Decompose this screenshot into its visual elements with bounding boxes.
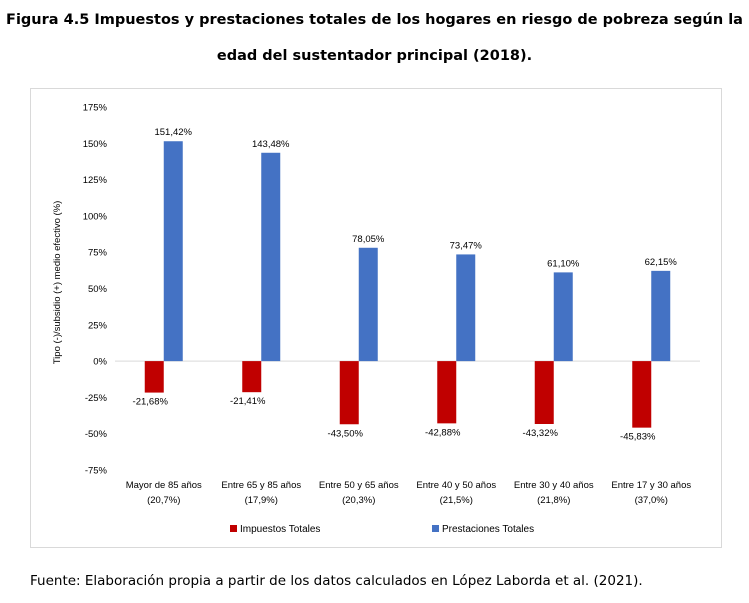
- bar-prestaciones: [456, 254, 476, 362]
- y-tick-label: 175%: [83, 103, 108, 114]
- bar-chart: -75% -50% -25% 0% 25% 50% 75% 100% 125% 150% 175% T…: [52, 103, 700, 535]
- y-tick-label: -25%: [85, 393, 108, 404]
- x-category-label: Entre 30 y 40 años: [514, 480, 594, 491]
- y-tick-label: 25%: [88, 320, 108, 331]
- x-category-share: (37,0%): [635, 495, 668, 506]
- data-label-impuestos: -43,32%: [523, 428, 559, 439]
- bar-impuestos: [144, 361, 164, 393]
- bar-prestaciones: [163, 141, 183, 362]
- data-label-prestaciones: 73,47%: [450, 240, 483, 251]
- data-label-impuestos: -21,41%: [230, 396, 266, 407]
- data-label-prestaciones: 151,42%: [154, 127, 192, 138]
- x-category-label: Entre 65 y 85 años: [221, 480, 301, 491]
- y-tick-label: -75%: [85, 466, 108, 477]
- figure-title-line-2: edad del sustentador principal (2018).: [216, 48, 533, 64]
- data-label-prestaciones: 61,10%: [547, 258, 580, 269]
- bar-impuestos: [437, 361, 457, 424]
- chart-frame: [30, 88, 722, 548]
- x-category-share: (17,9%): [245, 495, 278, 506]
- x-category-share: (20,3%): [342, 495, 375, 506]
- y-tick-label: 0%: [93, 357, 107, 368]
- y-tick-label: 125%: [83, 175, 108, 186]
- legend-label-prestaciones: Prestaciones Totales: [442, 524, 534, 535]
- y-tick-label: 100%: [83, 211, 108, 222]
- x-category-label: Entre 40 y 50 años: [416, 480, 496, 491]
- x-category-share: (21,8%): [537, 495, 570, 506]
- bar-impuestos: [242, 361, 262, 393]
- data-label-impuestos: -42,88%: [425, 427, 461, 438]
- y-tick-label: 75%: [88, 248, 108, 259]
- y-tick-label: 150%: [83, 139, 108, 150]
- x-category-label: Entre 50 y 65 años: [319, 480, 399, 491]
- x-category-label: Mayor de 85 años: [126, 480, 202, 491]
- data-label-impuestos: -43,50%: [328, 428, 364, 439]
- legend-label-impuestos: Impuestos Totales: [240, 524, 320, 535]
- data-label-impuestos: -21,68%: [133, 397, 169, 408]
- y-tick-label: -50%: [85, 429, 108, 440]
- data-label-prestaciones: 143,48%: [252, 139, 290, 150]
- data-label-impuestos: -45,83%: [620, 432, 656, 443]
- data-label-prestaciones: 78,05%: [352, 234, 385, 245]
- legend-swatch-prestaciones: [432, 525, 439, 532]
- x-category-share: (21,5%): [440, 495, 473, 506]
- bar-prestaciones: [553, 272, 573, 362]
- legend-swatch-impuestos: [230, 525, 237, 532]
- bar-prestaciones: [358, 247, 378, 362]
- x-category-share: (20,7%): [147, 495, 180, 506]
- bar-impuestos: [632, 361, 652, 428]
- bar-impuestos: [534, 361, 554, 425]
- figure-source-note: Fuente: Elaboración propia a partir de l…: [30, 573, 643, 589]
- y-tick-label: 50%: [88, 284, 108, 295]
- bar-prestaciones: [651, 270, 671, 362]
- y-axis-label: Tipo (-)/subsidio (+) medio efectivo (%): [52, 201, 63, 365]
- x-category-label: Entre 17 y 30 años: [611, 480, 691, 491]
- bar-prestaciones: [261, 152, 281, 362]
- bar-impuestos: [339, 361, 359, 425]
- data-label-prestaciones: 62,15%: [645, 257, 678, 268]
- figure-title-line-1: Figura 4.5 Impuestos y prestaciones tota…: [6, 12, 743, 28]
